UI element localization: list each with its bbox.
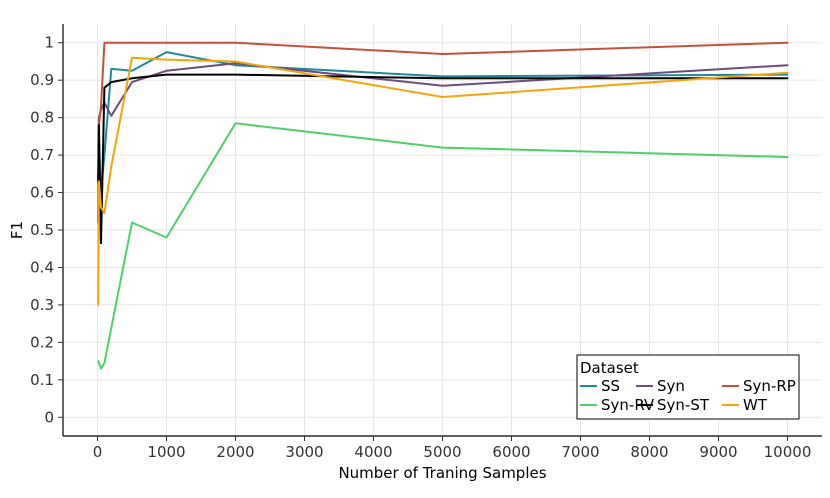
y-tick-label: 0.9 [30,71,54,89]
legend-box [576,354,800,420]
y-tick-label: 1 [44,34,54,52]
y-tick-label: 0.6 [30,184,54,202]
series-layer [97,41,789,370]
legend-label-ss: SS [601,377,620,395]
y-tick-label: 0.2 [30,333,54,351]
x-tick-label: 8000 [630,443,668,461]
x-tick-label: 10000 [764,443,812,461]
legend-label-syn-rp: Syn-RP [743,377,796,395]
y-tick-label: 0.5 [30,221,54,239]
x-tick-label: 3000 [285,443,323,461]
axis-layer: 0 1000 2000 3000 4000 5000 6000 7000 8000 9000 100… [30,24,822,461]
x-axis-title: Number of Traning Samples [338,464,546,482]
x-tick-label: 0 [93,443,103,461]
y-tick-label: 0.3 [30,296,54,314]
x-tick-label: 5000 [423,443,461,461]
x-tick-label: 1000 [147,443,185,461]
y-tick-label: 0.8 [30,109,54,127]
legend-title: Dataset [580,359,639,377]
y-tick-label: 0 [44,408,54,426]
x-tick-label: 9000 [699,443,737,461]
x-tick-label: 7000 [561,443,599,461]
series-line-wt [97,56,789,306]
y-tick-label: 0.1 [30,371,54,389]
legend-label-wt: WT [743,396,768,414]
legend: Dataset SS Syn Syn-RP Syn-RV Syn-ST WT [576,354,800,420]
legend-label-syn-st: Syn-ST [657,396,710,414]
x-tick-label: 4000 [354,443,392,461]
y-tick-label: 0.4 [30,258,54,276]
series-line-syn-rp [97,41,789,187]
x-tick-label: 2000 [216,443,254,461]
legend-label-syn: Syn [657,377,685,395]
legend-label-syn-rv: Syn-RV [601,396,655,414]
x-tick-label: 6000 [492,443,530,461]
series-line-syn-rv [97,122,789,370]
y-axis-title: F1 [8,221,26,239]
y-tick-label: 0.7 [30,146,54,164]
